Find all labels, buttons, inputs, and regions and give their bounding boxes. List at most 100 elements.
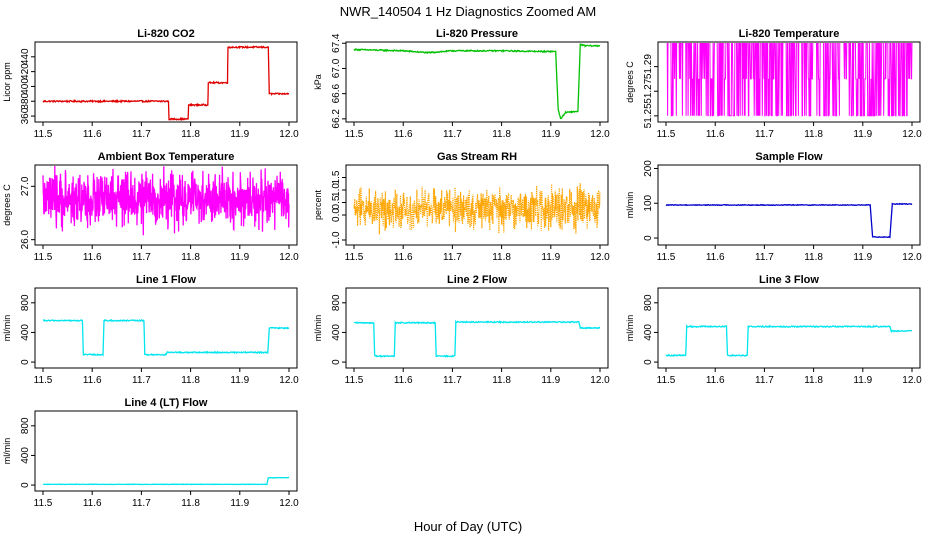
series-line [666, 43, 913, 117]
y-tick-label: 66.6 [331, 83, 342, 103]
y-axis-label: percent [313, 189, 323, 220]
x-tick-label: 11.8 [181, 498, 200, 509]
plot-frame [34, 410, 298, 492]
y-tick-label: 0 [20, 482, 31, 488]
x-tick-label: 11.5 [345, 375, 364, 386]
y-tick-label: 800 [643, 294, 654, 311]
x-tick-label: 11.9 [230, 498, 249, 509]
y-tick-label: 0 [20, 359, 31, 365]
panels-container: Li-820 CO2 Licor ppm 11.5 11.6 11.7 11.8 11.9 1… [2, 28, 922, 509]
plot-frame [345, 164, 609, 246]
y-tick-label: 100 [643, 194, 654, 211]
x-tick-label: 11.8 [181, 252, 200, 263]
y-axis-label: ml/min [313, 315, 323, 342]
x-tick-label: 12.0 [902, 129, 922, 140]
x-tick-label: 11.8 [181, 375, 200, 386]
y-tick-label: 0.0 [331, 208, 342, 222]
x-tick-label: 11.7 [443, 129, 462, 140]
x-tick-label: 11.9 [853, 375, 872, 386]
x-tick-label: 11.9 [541, 252, 560, 263]
y-tick-label: 0 [643, 235, 654, 241]
y-tick-label: 67.0 [331, 58, 342, 78]
y-tick-label: 27.0 [20, 176, 31, 196]
chart-panel: Line 3 Flow ml/min 11.5 11.6 11.7 11.8 11.9 12.… [625, 274, 922, 386]
x-tick-label: 12.0 [279, 252, 299, 263]
x-tick-label: 11.7 [132, 129, 151, 140]
y-tick-label: 400 [331, 324, 342, 341]
plot-frame [34, 41, 298, 123]
chart-panel: Line 2 Flow ml/min 11.5 11.6 11.7 11.8 11.9 12.… [313, 274, 610, 386]
x-tick-label: 11.7 [755, 375, 774, 386]
y-tick-label: 400 [643, 324, 654, 341]
panel-title: Li-820 Temperature [739, 28, 840, 40]
y-tick-label: 1.0 [331, 183, 342, 197]
plot-frame [345, 287, 609, 369]
panel-title: Line 2 Flow [447, 274, 507, 286]
y-tick-label: 66.2 [331, 109, 342, 129]
y-tick-label: 440 [20, 48, 31, 65]
panel-title: Gas Stream RH [437, 151, 517, 163]
x-tick-label: 11.5 [34, 252, 53, 263]
y-tick-label: 800 [20, 294, 31, 311]
panel-title: Sample Flow [755, 151, 823, 163]
chart-panel: Ambient Box Temperature degrees C 11.5 11.6… [2, 151, 299, 263]
chart-panel: Gas Stream RH percent 11.5 11.6 11.7 11.8 11.9… [313, 151, 610, 263]
y-tick-label: 400 [20, 447, 31, 464]
y-axis-label: ml/min [2, 438, 12, 465]
series-line [42, 45, 290, 121]
chart-panel: Sample Flow ml/min 11.5 11.6 11.7 11.8 11.9 12.… [625, 151, 922, 263]
x-tick-label: 11.9 [541, 375, 560, 386]
x-tick-label: 12.0 [590, 129, 610, 140]
y-tick-label: 800 [20, 417, 31, 434]
x-tick-label: 11.7 [443, 375, 462, 386]
x-tick-label: 11.5 [34, 375, 53, 386]
x-tick-label: 12.0 [279, 129, 299, 140]
x-tick-label: 11.8 [804, 375, 823, 386]
x-tick-label: 11.9 [853, 129, 872, 140]
y-tick-label: 0 [643, 359, 654, 365]
x-tick-label: 12.0 [902, 375, 922, 386]
x-tick-label: 11.7 [755, 129, 774, 140]
y-axis-label: Licor ppm [2, 62, 12, 102]
x-tick-label: 12.0 [590, 375, 610, 386]
y-tick-label: 800 [331, 294, 342, 311]
y-axis-label: ml/min [2, 315, 12, 342]
y-tick-label: 0 [331, 359, 342, 365]
x-tick-label: 12.0 [590, 252, 610, 263]
y-axis-label: kPa [313, 74, 323, 90]
chart-panel: Line 1 Flow ml/min 11.5 11.6 11.7 11.8 11.9 12.… [2, 274, 299, 386]
y-tick-label: 51.29 [643, 54, 654, 79]
x-tick-label: 11.7 [132, 498, 151, 509]
series-line [665, 323, 913, 357]
y-tick-label: -1.0 [331, 231, 342, 249]
x-tick-label: 11.5 [34, 129, 53, 140]
chart-panel: Line 4 (LT) Flow ml/min 11.5 11.6 11.7 11.8 11… [2, 397, 299, 509]
x-tick-label: 11.6 [83, 498, 102, 509]
y-tick-label: 380 [20, 92, 31, 109]
figure-xlabel: Hour of Day (UTC) [414, 519, 522, 534]
series-line [353, 43, 601, 120]
y-tick-label: 200 [643, 160, 654, 177]
y-tick-label: 51.27 [643, 78, 654, 103]
x-tick-label: 11.6 [83, 375, 102, 386]
y-tick-label: 360 [20, 107, 31, 124]
panel-title: Line 1 Flow [136, 274, 196, 286]
x-tick-label: 11.6 [706, 375, 725, 386]
x-tick-label: 11.6 [706, 129, 725, 140]
x-tick-label: 11.9 [230, 252, 249, 263]
x-tick-label: 11.6 [83, 129, 102, 140]
x-tick-label: 12.0 [902, 252, 922, 263]
x-tick-label: 11.9 [541, 129, 560, 140]
series-line [353, 319, 601, 358]
x-tick-label: 11.8 [181, 129, 200, 140]
x-tick-label: 11.9 [230, 375, 249, 386]
panel-title: Line 4 (LT) Flow [125, 397, 208, 409]
x-tick-label: 12.0 [279, 498, 299, 509]
chart-panel: Li-820 CO2 Licor ppm 11.5 11.6 11.7 11.8 11.9 1… [2, 28, 299, 140]
x-tick-label: 11.8 [804, 129, 823, 140]
x-tick-label: 11.6 [706, 252, 725, 263]
x-tick-label: 11.6 [394, 375, 413, 386]
x-tick-label: 11.5 [657, 375, 676, 386]
x-tick-label: 11.5 [345, 252, 364, 263]
